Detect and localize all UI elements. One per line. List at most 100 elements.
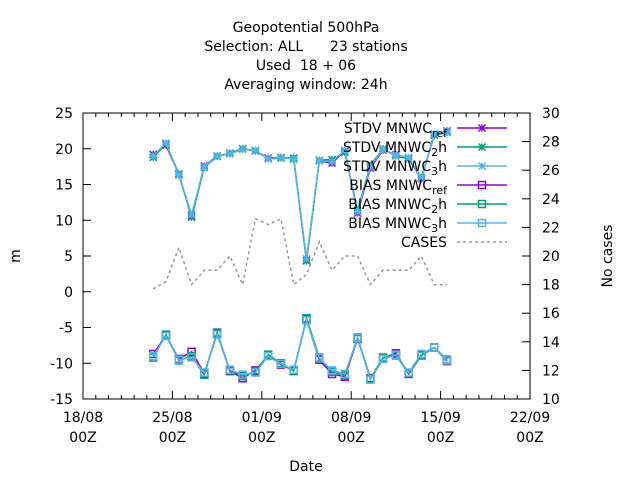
data-point: [315, 353, 324, 363]
x-tick-label-time: 00Z: [337, 430, 364, 446]
series: [148, 316, 452, 384]
data-point: [187, 210, 196, 219]
x-tick-label: 15/09: [420, 410, 460, 426]
y-tick-label: 20: [55, 142, 73, 158]
x-tick-label-time: 00Z: [159, 430, 186, 446]
data-point: [174, 171, 183, 180]
data-point: [378, 354, 388, 364]
x-axis-label: Date: [289, 459, 322, 475]
series-line: [152, 315, 448, 381]
legend-marker: [477, 161, 487, 171]
data-point: [429, 343, 439, 352]
data-point: [302, 254, 311, 263]
legend-entry: STDV MNWCref: [344, 121, 507, 140]
y-tick-label: 25: [55, 106, 73, 122]
data-point: [238, 145, 247, 154]
data-point: [379, 145, 388, 154]
data-point: [263, 351, 273, 361]
data-point: [289, 155, 298, 164]
x-tick-label: 01/09: [242, 410, 282, 426]
y2-tick-label: 28: [542, 135, 560, 151]
legend-marker: [477, 123, 487, 133]
legend-entry: STDV MNWC2h: [343, 140, 507, 159]
x-tick-label: 08/09: [331, 410, 371, 426]
y2-axis: 10 12 14 16 18 20 22 24 26 28 30: [522, 106, 560, 408]
data-point: [187, 353, 196, 362]
data-point: [264, 154, 273, 163]
title-line: Averaging window: 24h: [224, 77, 387, 93]
y2-tick-label: 14: [542, 335, 560, 351]
data-point: [417, 174, 426, 183]
data-point: [340, 369, 350, 379]
legend-label: CASES: [401, 235, 447, 251]
legend-label: BIAS MNWC3h: [348, 216, 447, 235]
data-point: [366, 162, 375, 171]
data-point: [212, 330, 222, 339]
legend-marker: [477, 199, 487, 209]
x-tick-label: 25/08: [152, 410, 192, 426]
x-tick-label-time: 00Z: [516, 430, 543, 446]
series-line: [152, 217, 447, 290]
data-point: [340, 146, 349, 155]
data-point: [276, 359, 286, 369]
data-point: [161, 138, 171, 148]
legend-label: BIAS MNWC2h: [348, 197, 447, 216]
legend-entry: CASES: [401, 235, 507, 251]
x-tick-label: 22/09: [510, 410, 550, 426]
y2-tick-label: 26: [542, 163, 560, 179]
series-line: [152, 316, 448, 381]
y-tick-label: 10: [55, 213, 73, 229]
data-point: [148, 351, 158, 361]
data-point: [417, 349, 426, 359]
y2-axis-label: No cases: [600, 225, 616, 288]
series: [149, 127, 452, 263]
legend-marker: [477, 218, 487, 228]
data-point: [315, 156, 324, 165]
title-line: Used 18 + 06: [256, 58, 356, 74]
x-axis: 18/08 00Z 25/08 00Z 01/09 00Z 08/09 00Z 15/09 00Z…: [63, 113, 550, 446]
data-point: [366, 375, 375, 384]
x-tick-label: 18/08: [63, 410, 103, 426]
y2-tick-label: 22: [542, 220, 560, 236]
data-point: [174, 355, 184, 364]
data-point: [353, 333, 362, 343]
x-tick-label-time: 00Z: [248, 430, 275, 446]
data-point: [302, 316, 311, 325]
x-tick-label-time: 00Z: [427, 430, 454, 446]
data-point: [225, 365, 235, 374]
data-point: [276, 153, 285, 162]
data-point: [404, 368, 413, 377]
legend-entry: BIAS MNWC3h: [348, 216, 507, 235]
data-point: [328, 157, 337, 166]
data-point: [251, 146, 260, 155]
y-tick-label: -5: [59, 321, 73, 337]
legend-label: STDV MNWCref: [344, 121, 448, 140]
legend-marker: [477, 180, 487, 190]
data-point: [442, 127, 452, 136]
y2-tick-label: 30: [542, 106, 560, 122]
y-tick-label: -15: [50, 392, 73, 408]
legend-entry: BIAS MNWCref: [349, 178, 507, 197]
y2-tick-label: 20: [542, 249, 560, 265]
y-axis-label: m: [8, 249, 24, 263]
legend-entry: BIAS MNWC2h: [348, 197, 507, 216]
y2-tick-label: 24: [542, 192, 560, 208]
legend-entry: STDV MNWC3h: [343, 159, 507, 178]
y2-tick-label: 10: [542, 392, 560, 408]
legend-label: STDV MNWC3h: [343, 159, 447, 178]
data-point: [404, 153, 413, 162]
data-point: [200, 162, 209, 171]
data-point: [238, 370, 247, 379]
y2-tick-label: 18: [542, 278, 560, 294]
y-tick-label: 0: [64, 285, 73, 301]
data-point: [225, 149, 234, 158]
y2-tick-label: 12: [542, 363, 560, 379]
data-point: [187, 347, 196, 357]
data-point: [161, 331, 171, 341]
legend-marker: [477, 142, 487, 152]
data-point: [353, 207, 362, 216]
data-point: [430, 129, 439, 138]
title-line: Selection: ALL 23 stations: [204, 39, 407, 55]
